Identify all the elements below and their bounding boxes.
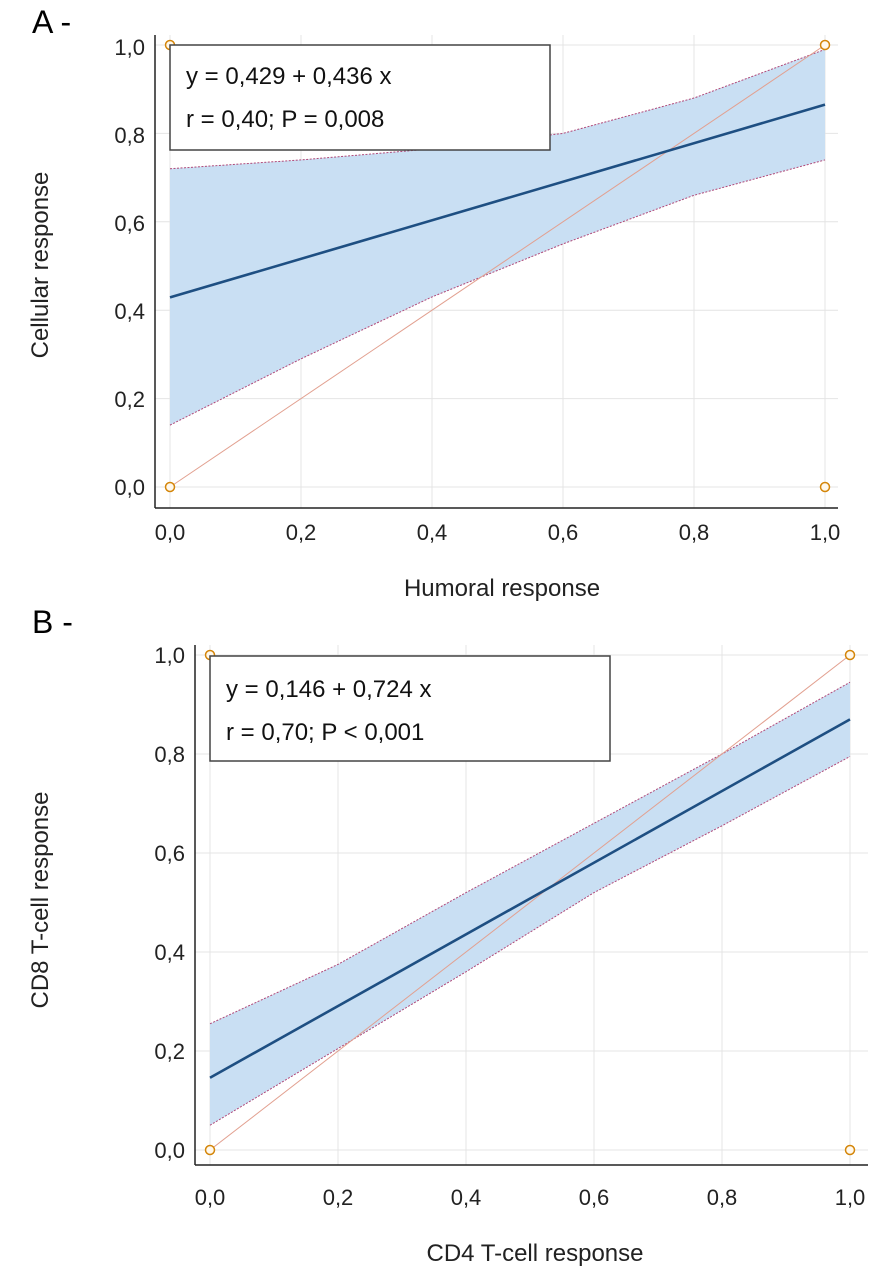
panel-a-ytick-5: 1,0	[114, 35, 145, 60]
panel-b-identity-segment	[209, 654, 851, 1151]
panel-a-ytick-3: 0,6	[114, 211, 145, 236]
panel-a-point-3	[819, 481, 831, 493]
panel-a-y-label: Cellular response	[27, 172, 54, 359]
panel-a-y-ticks: 0,0 0,2 0,4 0,6 0,8 1,0	[114, 35, 145, 500]
panel-a-ytick-0: 0,0	[114, 475, 145, 500]
panel-b-band-upper	[209, 681, 851, 1025]
panel-b-regression-line	[209, 718, 851, 1079]
panel-a-xtick-5: 1,0	[810, 520, 841, 545]
panel-b-y-label: CD8 T-cell response	[27, 792, 54, 1009]
panel-b-point-1	[204, 1144, 216, 1156]
panel-b-xtick-1: 0,2	[323, 1185, 354, 1210]
panel-a-band-lower	[169, 159, 826, 426]
panel-a-point-2	[819, 39, 831, 51]
panel-a-x-label: Humoral response	[404, 575, 600, 602]
panel-a-point-1	[164, 481, 176, 493]
panel-a-band-upper	[169, 48, 826, 170]
panel-b-point-3	[844, 1144, 856, 1156]
panel-b-x-ticks: 0,0 0,2 0,4 0,6 0,8 1,0	[195, 1185, 866, 1210]
panel-b-xtick-5: 1,0	[835, 1185, 866, 1210]
panel-a-xtick-0: 0,0	[155, 520, 186, 545]
panel-b-xtick-3: 0,6	[579, 1185, 610, 1210]
panel-b-ytick-5: 1,0	[154, 643, 185, 668]
panel-b-ytick-1: 0,2	[154, 1039, 185, 1064]
panel-b-xtick-4: 0,8	[707, 1185, 738, 1210]
panel-a-stats: r = 0,40; P = 0,008	[186, 106, 384, 133]
panel-a-ytick-2: 0,4	[114, 299, 145, 324]
panel-b: B - 0,0 0,2 0,4 0,6 0,8 1,0 0,0 0,2 0,4 …	[27, 604, 868, 1267]
panel-a-ytick-4: 0,8	[114, 123, 145, 148]
panel-b-band-lower	[209, 756, 851, 1126]
panel-a-xtick-2: 0,4	[417, 520, 448, 545]
panel-a-identity-segment	[169, 44, 826, 488]
panel-a-equation: y = 0,429 + 0,436 x	[186, 63, 392, 90]
panel-a-regression-line	[169, 103, 826, 299]
panel-b-y-ticks: 0,0 0,2 0,4 0,6 0,8 1,0	[154, 643, 185, 1163]
panel-a-x-ticks: 0,0 0,2 0,4 0,6 0,8 1,0	[155, 520, 841, 545]
panel-a: A - 0,0 0,2 0,4 0,6 0,8 1,0 0,0 0,2 0,4 …	[27, 4, 840, 602]
panel-b-equation: y = 0,146 + 0,724 x	[226, 676, 432, 703]
panel-b-band-area	[210, 682, 850, 1126]
panel-a-label: A -	[32, 4, 71, 40]
panel-b-x-label: CD4 T-cell response	[427, 1240, 644, 1267]
panel-b-confidence-band	[209, 681, 851, 1126]
panel-a-fit-segment	[169, 103, 826, 299]
panel-b-ytick-0: 0,0	[154, 1138, 185, 1163]
panel-b-identity-line	[209, 654, 851, 1151]
panel-b-xtick-0: 0,0	[195, 1185, 226, 1210]
panel-a-band-area	[170, 49, 825, 426]
panel-b-fit-segment	[209, 718, 851, 1079]
panel-a-ytick-1: 0,2	[114, 387, 145, 412]
panel-b-ytick-4: 0,8	[154, 742, 185, 767]
panel-a-equation-box	[169, 44, 551, 151]
panel-b-ytick-3: 0,6	[154, 841, 185, 866]
panel-a-confidence-band	[169, 48, 826, 426]
panel-b-equation-box	[209, 655, 611, 762]
panel-a-xtick-3: 0,6	[548, 520, 579, 545]
panel-a-xtick-1: 0,2	[286, 520, 317, 545]
panel-b-ytick-2: 0,4	[154, 940, 185, 965]
panel-b-stats: r = 0,70; P < 0,001	[226, 719, 424, 746]
panel-b-label: B -	[32, 604, 73, 640]
panel-b-xtick-2: 0,4	[451, 1185, 482, 1210]
panel-b-data-points	[204, 649, 856, 1156]
panel-a-identity-line	[169, 44, 826, 488]
panel-a-xtick-4: 0,8	[679, 520, 710, 545]
panel-b-point-2	[844, 649, 856, 661]
